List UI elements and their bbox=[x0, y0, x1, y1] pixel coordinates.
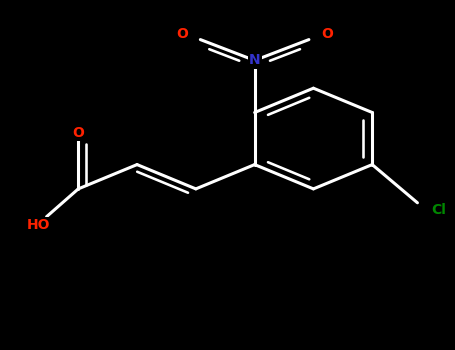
Text: O: O bbox=[72, 126, 84, 140]
Text: HO: HO bbox=[26, 218, 50, 232]
Text: Cl: Cl bbox=[431, 203, 446, 217]
Text: N: N bbox=[249, 54, 260, 68]
Text: O: O bbox=[321, 27, 333, 41]
Text: O: O bbox=[177, 27, 188, 41]
